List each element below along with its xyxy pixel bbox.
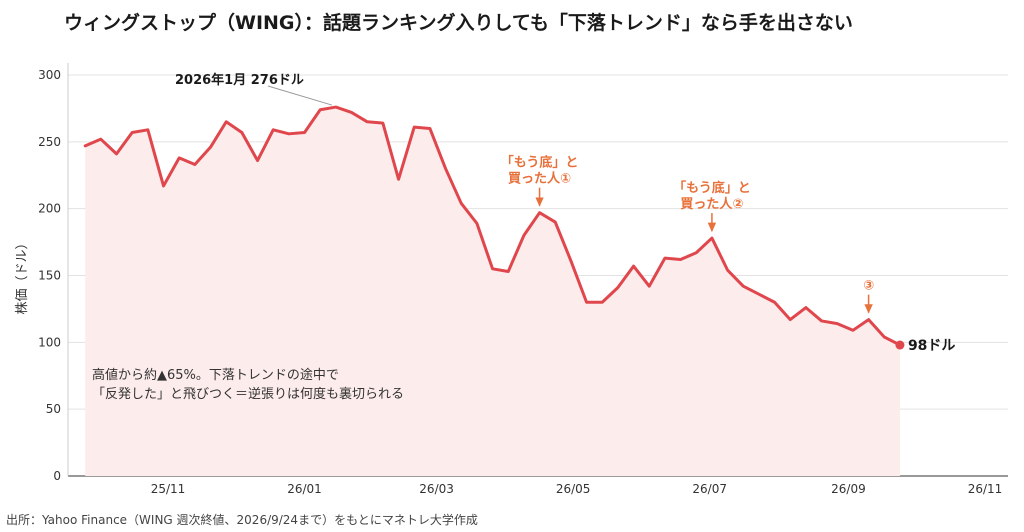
price-area-fill [85,107,900,476]
x-tick-label: 25/11 [151,482,186,496]
y-axis-label: 株価（ドル） [15,236,30,314]
bottom-buyer-annotation: 「もう底」と [673,180,751,196]
bottom-buyer-annotation: 「もう底」と [501,155,579,171]
y-tick-label: 150 [38,269,61,283]
y-tick-label: 0 [53,469,61,483]
y-tick-label: 300 [38,68,61,82]
y-tick-label: 250 [38,135,61,149]
y-tick-label: 50 [46,402,61,416]
peak-leader-line [267,85,333,106]
y-tick-label: 100 [38,335,61,349]
price-line [83,105,902,347]
x-tick-label: 26/05 [556,482,591,496]
x-tick-label: 26/03 [419,482,454,496]
x-tick-label: 26/11 [968,482,1003,496]
chart-title: ウィングストップ（WING）：話題ランキング入りしても「下落トレンド」なら手を出… [64,12,853,34]
end-point-marker [895,340,905,350]
chart-note: 高値から約▲65%。下落トレンドの途中で [92,367,339,383]
x-tick-label: 26/07 [692,482,727,496]
bottom-buyer-annotation: 買った人② [680,196,743,212]
chart-note: 「反発した」と飛びつく＝逆張りは何度も裏切られる [92,386,404,402]
x-tick-label: 26/09 [831,482,866,496]
y-tick-label: 200 [38,202,61,216]
peak-annotation: 2026年1月 276ドル [175,72,304,88]
x-tick-label: 26/01 [287,482,322,496]
bottom-buyer-annotation: ③ [863,279,874,294]
source-note: 出所：Yahoo Finance（WING 週次終値、2026/9/24まで）を… [6,513,478,527]
end-price-label: 98ドル [908,338,955,354]
bottom-buyer-annotation: 買った人① [508,171,571,187]
